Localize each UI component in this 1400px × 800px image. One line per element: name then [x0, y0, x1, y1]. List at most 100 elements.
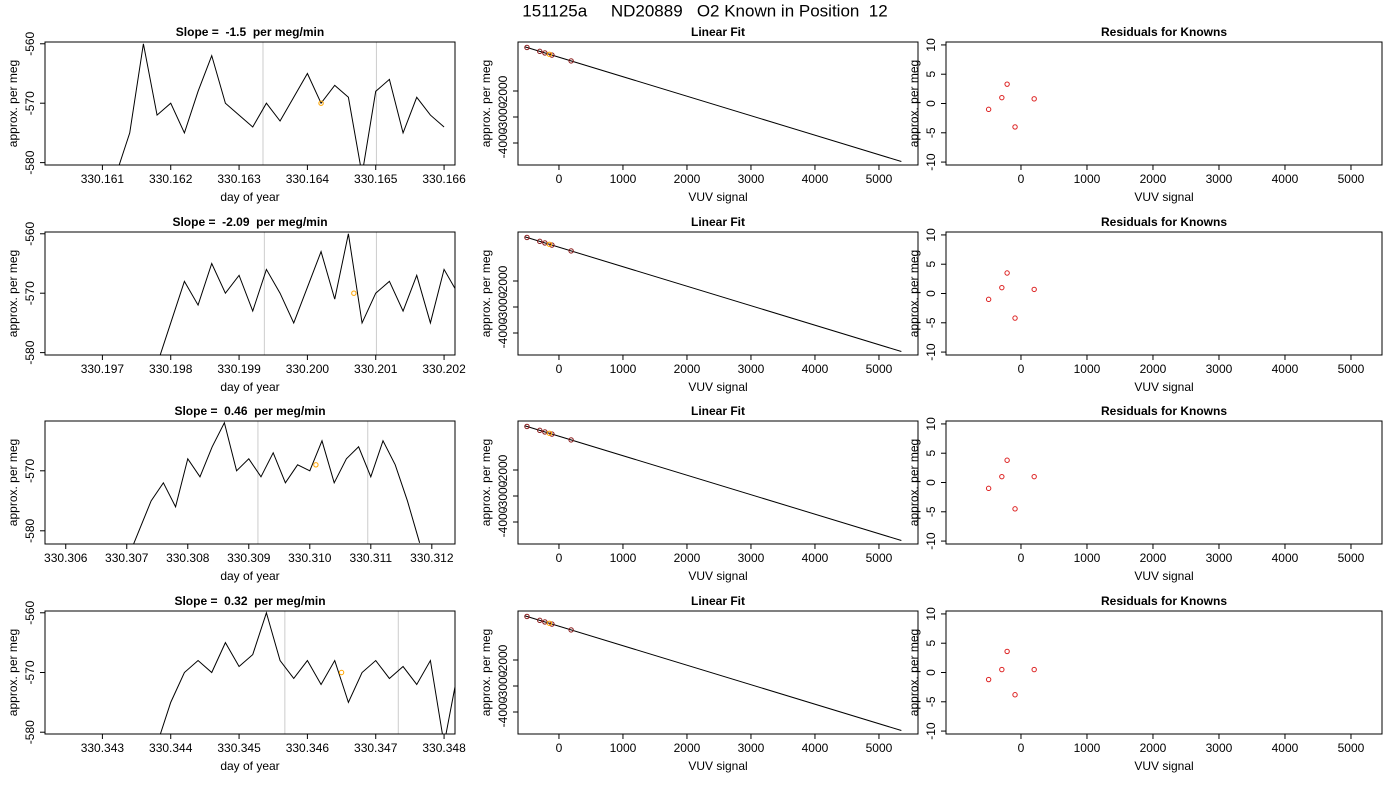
- panel-title: Linear Fit: [691, 594, 745, 608]
- x-tick-label: 2000: [1140, 551, 1167, 565]
- x-tick-label: 1000: [610, 551, 637, 565]
- y-tick-label: 5: [924, 450, 938, 457]
- y-tick-label: -4000: [496, 506, 510, 537]
- x-tick-label: 330.308: [166, 551, 210, 565]
- data-point: [985, 296, 992, 303]
- data-point: [546, 241, 553, 247]
- x-tick-label: 330.202: [422, 362, 466, 376]
- y-tick-label: -2000: [496, 644, 510, 675]
- y-tick-label: -10: [924, 343, 938, 361]
- data-point: [318, 100, 324, 106]
- x-tick-label: 330.164: [286, 172, 330, 186]
- panel: Slope = -2.09 per meg/min day of year appr…: [6, 215, 466, 394]
- x-axis-label: VUV signal: [1134, 759, 1193, 773]
- data-point: [546, 430, 553, 436]
- x-tick-label: 0: [556, 741, 563, 755]
- y-tick-label: -3000: [496, 480, 510, 511]
- y-axis-label: approx. per meg: [907, 250, 921, 337]
- data-point: [568, 437, 574, 443]
- fit-line: [524, 236, 902, 352]
- x-tick-label: 1000: [1074, 551, 1101, 565]
- x-tick-label: 3000: [1206, 172, 1233, 186]
- x-tick-label: 5000: [866, 741, 893, 755]
- y-tick-label: -580: [23, 518, 37, 542]
- x-axis-label: day of year: [220, 380, 279, 394]
- data-point: [999, 284, 1005, 291]
- plot-frame: [517, 231, 919, 356]
- x-tick-label: 2000: [674, 172, 701, 186]
- y-tick-label: -570: [23, 660, 37, 684]
- x-axis-label: VUV signal: [1134, 380, 1193, 394]
- y-tick-label: 10: [924, 38, 938, 52]
- plot-frame: [945, 420, 1383, 545]
- data-point: [549, 242, 555, 248]
- y-axis-label: approx. per meg: [479, 629, 493, 716]
- x-tick-label: 330.343: [81, 741, 125, 755]
- x-tick-label: 4000: [1272, 741, 1299, 755]
- x-tick-label: 0: [556, 362, 563, 376]
- x-tick-label: 4000: [802, 741, 829, 755]
- x-axis-label: VUV signal: [688, 380, 747, 394]
- data-point: [1004, 457, 1010, 463]
- panel: Residuals for Knowns VUV signal approx. pe…: [907, 594, 1383, 773]
- plot-frame: [517, 420, 919, 545]
- x-tick-label: 330.165: [354, 172, 398, 186]
- x-tick-label: 3000: [1206, 741, 1233, 755]
- panel-title: Slope = 0.32 per meg/min: [174, 594, 325, 608]
- plot-area: [985, 648, 1037, 698]
- x-tick-label: 3000: [738, 551, 765, 565]
- data-point: [524, 234, 530, 241]
- y-tick-label: -2000: [496, 454, 510, 485]
- x-axis-label: day of year: [220, 190, 279, 204]
- x-tick-label: 330.201: [354, 362, 398, 376]
- y-tick-label: 0: [924, 479, 938, 486]
- data-point: [568, 58, 574, 64]
- data-point: [568, 248, 574, 254]
- data-point: [985, 485, 992, 492]
- x-tick-label: 2000: [674, 551, 701, 565]
- y-tick-label: -560: [23, 31, 37, 55]
- y-tick-label: -3000: [496, 291, 510, 322]
- plot-area: [524, 234, 902, 352]
- figure-title: 151125a ND20889 O2 Known in Position 12: [522, 1, 887, 20]
- x-tick-label: 3000: [1206, 551, 1233, 565]
- data-point: [568, 627, 574, 633]
- y-tick-label: -10: [924, 532, 938, 550]
- panel: Linear Fit VUV signal approx. per meg 0 1000…: [479, 25, 919, 204]
- plot-frame: [517, 41, 919, 166]
- x-tick-label: 330.162: [149, 172, 193, 186]
- data-point: [1004, 648, 1010, 655]
- panel: Slope = -1.5 per meg/min day of year appro…: [6, 25, 466, 204]
- x-tick-label: 5000: [1338, 551, 1365, 565]
- y-tick-label: -5: [924, 506, 938, 517]
- x-axis-label: VUV signal: [688, 569, 747, 583]
- data-point: [313, 462, 319, 468]
- x-tick-label: 5000: [1338, 172, 1365, 186]
- plot-frame: [44, 231, 456, 356]
- y-axis-label: approx. per meg: [907, 60, 921, 147]
- panel-title: Residuals for Knowns: [1101, 215, 1227, 229]
- y-axis-label: approx. per meg: [907, 629, 921, 716]
- panel: Linear Fit VUV signal approx. per meg 0 1000…: [479, 215, 919, 394]
- x-tick-label: 330.345: [217, 741, 261, 755]
- plot-frame: [945, 231, 1383, 356]
- y-tick-label: 0: [924, 290, 938, 297]
- data-point: [524, 613, 530, 620]
- fit-line: [524, 46, 902, 162]
- x-axis-label: VUV signal: [688, 759, 747, 773]
- x-tick-label: 4000: [802, 551, 829, 565]
- data-point: [1012, 506, 1018, 512]
- data-point: [1004, 270, 1010, 276]
- x-axis-label: VUV signal: [1134, 569, 1193, 583]
- panel-title: Residuals for Knowns: [1101, 594, 1227, 608]
- plot-frame: [945, 610, 1383, 735]
- x-tick-label: 4000: [1272, 551, 1299, 565]
- plot-area: [985, 457, 1037, 512]
- data-line: [118, 43, 445, 165]
- y-tick-label: -570: [23, 281, 37, 305]
- y-axis-label: approx. per meg: [479, 60, 493, 147]
- y-axis-label: approx. per meg: [6, 60, 20, 147]
- y-tick-label: 5: [924, 261, 938, 268]
- x-tick-label: 330.161: [81, 172, 125, 186]
